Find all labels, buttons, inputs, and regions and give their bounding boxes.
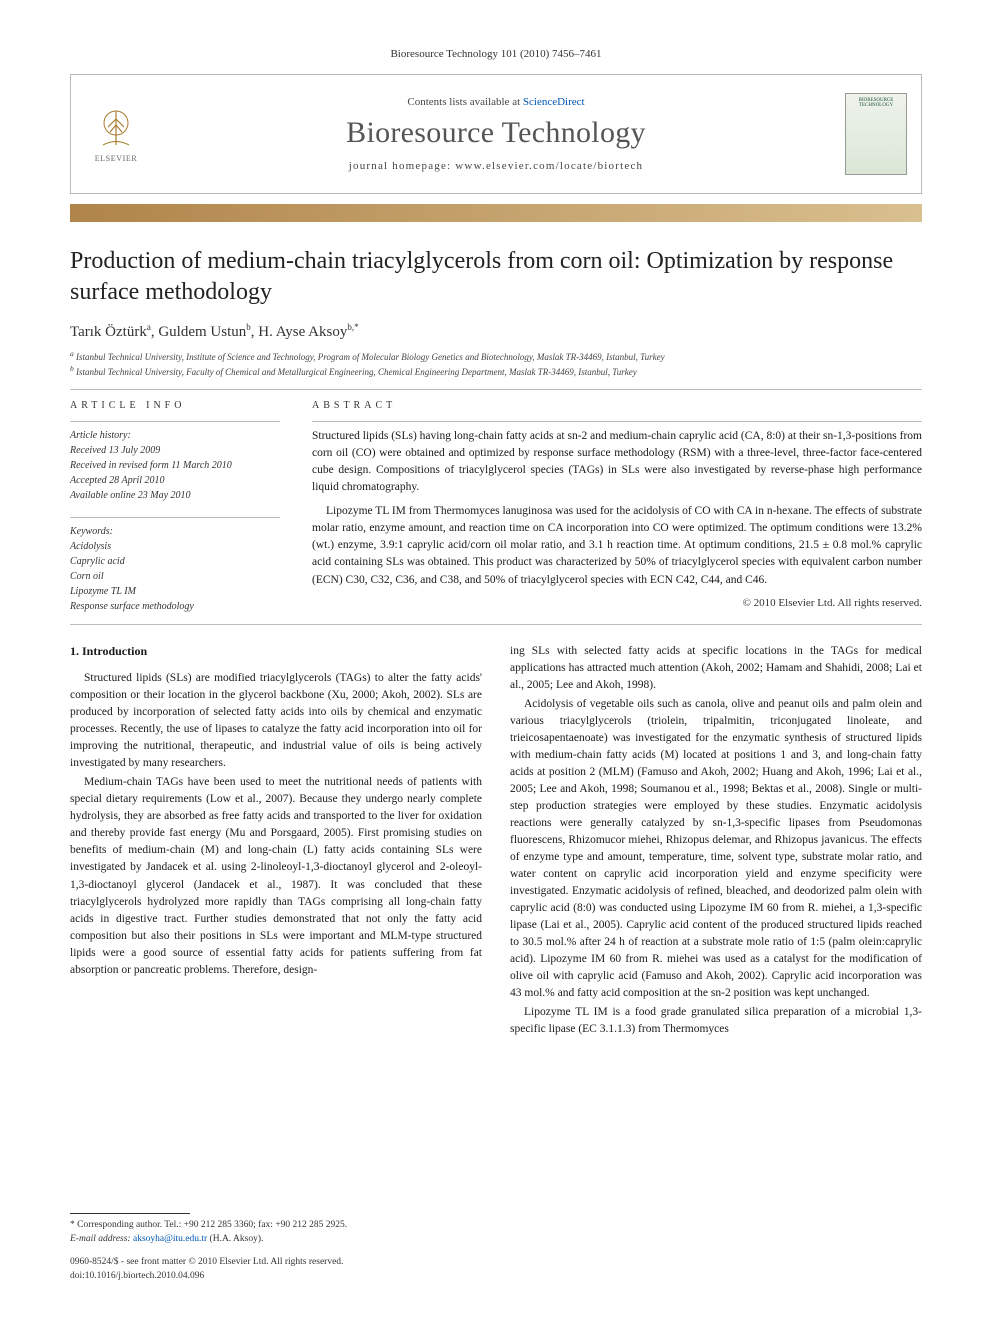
body-two-columns: 1. Introduction Structured lipids (SLs) …: [70, 643, 922, 1040]
sciencedirect-link[interactable]: ScienceDirect: [523, 96, 585, 108]
history-head: Article history:: [70, 428, 280, 443]
publisher-logo-box: ELSEVIER: [71, 75, 161, 193]
masthead-center: Contents lists available at ScienceDirec…: [161, 75, 831, 193]
abstract-head: ABSTRACT: [312, 400, 922, 411]
corr-line: * Corresponding author. Tel.: +90 212 28…: [70, 1218, 922, 1232]
abstract-p1: Structured lipids (SLs) having long-chai…: [312, 428, 922, 497]
body-left-column: 1. Introduction Structured lipids (SLs) …: [70, 643, 482, 1040]
keyword-line: Response surface methodology: [70, 599, 280, 614]
keyword-line: Corn oil: [70, 569, 280, 584]
body-paragraph: Lipozyme TL IM is a food grade granulate…: [510, 1004, 922, 1038]
article-title: Production of medium-chain triacylglycer…: [70, 246, 922, 308]
body-paragraph: Medium-chain TAGs have been used to meet…: [70, 774, 482, 978]
body-paragraph: Structured lipids (SLs) are modified tri…: [70, 670, 482, 772]
affiliations: a Istanbul Technical University, Institu…: [70, 349, 922, 378]
homepage-url: www.elsevier.com/locate/biortech: [455, 160, 643, 172]
body-right-column: ing SLs with selected fatty acids at spe…: [510, 643, 922, 1040]
cover-thumb-box: BIORESOURCE TECHNOLOGY: [831, 75, 921, 193]
affiliation-line: a Istanbul Technical University, Institu…: [70, 349, 922, 364]
body-paragraph: Acidolysis of vegetable oils such as can…: [510, 696, 922, 1002]
header-citation: Bioresource Technology 101 (2010) 7456–7…: [70, 48, 922, 60]
doi-block: 0960-8524/$ - see front matter © 2010 El…: [70, 1256, 922, 1283]
divider-rule: [70, 389, 922, 390]
divider-rule: [70, 624, 922, 625]
homepage-prefix: journal homepage:: [349, 160, 456, 172]
author-list: Tarık Öztürka, Guldem Ustunb, H. Ayse Ak…: [70, 322, 922, 341]
elsevier-tree-icon: [93, 105, 139, 151]
article-info-column: ARTICLE INFO Article history: Received 1…: [70, 400, 280, 614]
history-line: Available online 23 May 2010: [70, 488, 280, 503]
history-line: Accepted 28 April 2010: [70, 473, 280, 488]
keyword-line: Lipozyme TL IM: [70, 584, 280, 599]
corresponding-author-note: * Corresponding author. Tel.: +90 212 28…: [70, 1218, 922, 1247]
keywords-block: Keywords: AcidolysisCaprylic acidCorn oi…: [70, 517, 280, 614]
info-abstract-row: ARTICLE INFO Article history: Received 1…: [70, 400, 922, 614]
affiliation-line: b Istanbul Technical University, Faculty…: [70, 364, 922, 379]
cover-label-bottom: TECHNOLOGY: [859, 103, 893, 108]
body-paragraph: ing SLs with selected fatty acids at spe…: [510, 643, 922, 694]
decorative-gradient-bar: [70, 204, 922, 222]
section-head-introduction: 1. Introduction: [70, 643, 482, 661]
journal-cover-thumbnail: BIORESOURCE TECHNOLOGY: [845, 93, 907, 175]
doi-line: doi:10.1016/j.biortech.2010.04.096: [70, 1270, 922, 1283]
keyword-line: Caprylic acid: [70, 554, 280, 569]
journal-name: Bioresource Technology: [346, 116, 646, 150]
article-info-head: ARTICLE INFO: [70, 400, 280, 411]
journal-masthead: ELSEVIER Contents lists available at Sci…: [70, 74, 922, 194]
elsevier-logo: ELSEVIER: [86, 99, 146, 169]
journal-homepage-line: journal homepage: www.elsevier.com/locat…: [349, 160, 644, 172]
publisher-name: ELSEVIER: [95, 154, 138, 163]
history-line: Received 13 July 2009: [70, 443, 280, 458]
footnote-rule: [70, 1213, 190, 1214]
article-history-block: Article history: Received 13 July 2009Re…: [70, 421, 280, 503]
abstract-p2: Lipozyme TL IM from Thermomyces lanugino…: [312, 503, 922, 589]
abstract-copyright: © 2010 Elsevier Ltd. All rights reserved…: [312, 595, 922, 612]
corr-email[interactable]: aksoyha@itu.edu.tr: [133, 1234, 207, 1244]
issn-line: 0960-8524/$ - see front matter © 2010 El…: [70, 1256, 922, 1269]
abstract-column: ABSTRACT Structured lipids (SLs) having …: [312, 400, 922, 614]
keywords-head: Keywords:: [70, 524, 280, 539]
history-line: Received in revised form 11 March 2010: [70, 458, 280, 473]
abstract-text: Structured lipids (SLs) having long-chai…: [312, 421, 922, 612]
corr-email-suffix: (H.A. Aksoy).: [210, 1234, 264, 1244]
email-label: E-mail address:: [70, 1234, 131, 1244]
contents-prefix: Contents lists available at: [407, 96, 522, 108]
keyword-line: Acidolysis: [70, 539, 280, 554]
contents-available-line: Contents lists available at ScienceDirec…: [407, 96, 584, 108]
page-footer: * Corresponding author. Tel.: +90 212 28…: [70, 1213, 922, 1283]
